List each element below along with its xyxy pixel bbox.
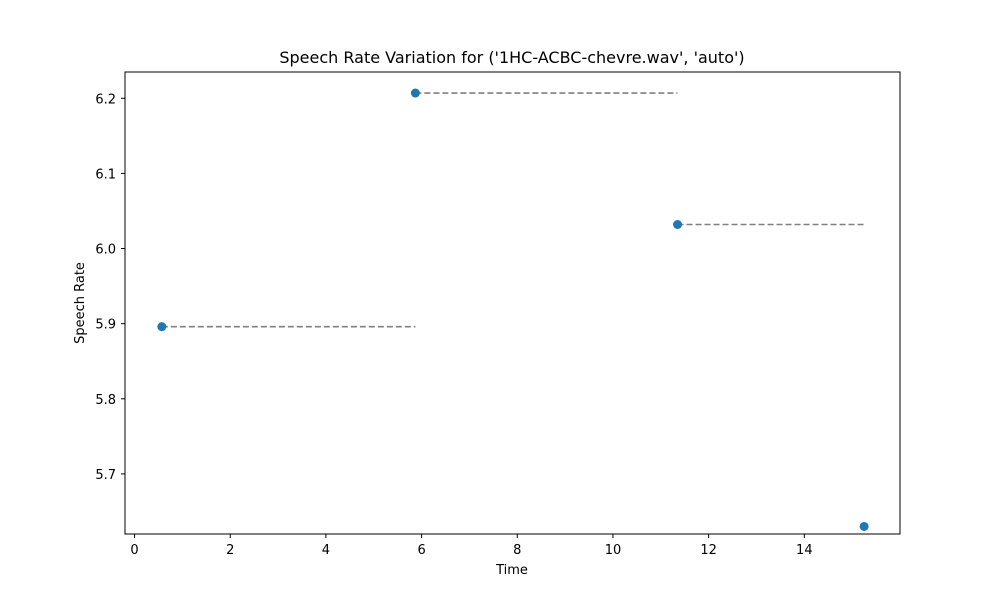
x-tick-label-3: 6: [417, 543, 425, 558]
x-tick-label-6: 12: [700, 543, 717, 558]
x-tick-label-1: 2: [226, 543, 234, 558]
y-tick-label-5: 6.2: [95, 92, 116, 107]
y-tick-label-0: 5.7: [95, 468, 116, 483]
y-tick-label-4: 6.1: [95, 167, 116, 182]
y-tick-label-2: 5.9: [95, 318, 116, 333]
x-tick-label-5: 10: [605, 543, 622, 558]
plot-frame: [124, 71, 901, 535]
x-axis-label: Time: [495, 563, 528, 578]
x-tick-label-2: 4: [322, 543, 330, 558]
chart-title: Speech Rate Variation for ('1HC-ACBC-che…: [279, 48, 744, 67]
x-tick-label-7: 14: [796, 543, 813, 558]
y-tick-label-3: 6.0: [95, 243, 116, 258]
data-point-1: [410, 88, 420, 98]
x-tick-label-4: 8: [513, 543, 521, 558]
data-point-3: [859, 521, 869, 531]
x-tick-label-0: 0: [130, 543, 138, 558]
plot-area: [157, 88, 869, 531]
data-point-2: [673, 219, 683, 229]
y-axis-label: Speech Rate: [73, 262, 88, 344]
data-point-0: [157, 322, 167, 332]
y-tick-label-1: 5.8: [95, 393, 116, 408]
